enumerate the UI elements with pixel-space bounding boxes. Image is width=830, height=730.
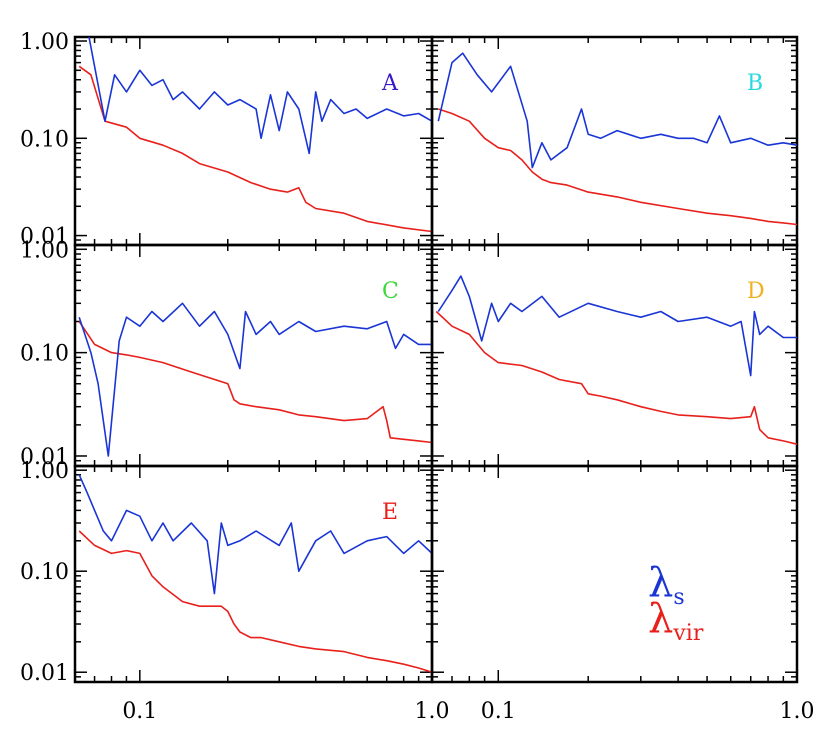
legend-lambda-vir-sub: vir bbox=[672, 621, 703, 646]
series-lambda-vir bbox=[438, 108, 797, 226]
x-tick-label: 0.1 bbox=[122, 699, 157, 724]
x-tick-label: 1.0 bbox=[415, 699, 450, 724]
y-tick-label: 0.01 bbox=[20, 661, 69, 686]
y-tick-label: 0.01 bbox=[20, 445, 69, 470]
y-tick-label: 1.00 bbox=[20, 238, 69, 263]
series-lambda-vir bbox=[78, 321, 432, 444]
panel-label-e: E bbox=[382, 500, 398, 525]
series-lambda-s bbox=[78, 302, 432, 457]
x-tick-label: 1.0 bbox=[780, 699, 815, 724]
series-lambda-s bbox=[78, 474, 432, 595]
panel-frame bbox=[430, 243, 799, 468]
series-lambda-s bbox=[88, 37, 432, 155]
panel-1: 0.01 0.10 1.00 A bbox=[20, 30, 434, 250]
series-lambda-vir bbox=[435, 310, 797, 445]
y-tick-label: 1.00 bbox=[20, 459, 69, 484]
legend-lambda-s-sub: s bbox=[673, 585, 684, 610]
series-lambda-vir bbox=[78, 530, 432, 673]
panel-6: 0.1 1.0 bbox=[430, 464, 815, 724]
y-tick-label: 1.00 bbox=[20, 30, 69, 55]
x-tick-label: 0.1 bbox=[481, 699, 516, 724]
series-lambda-s bbox=[437, 52, 797, 169]
panel-3: 0.01 0.10 1.00 C bbox=[20, 238, 434, 470]
panel-label-a: A bbox=[381, 71, 399, 96]
legend: λs λvir bbox=[648, 560, 704, 646]
series-lambda-s bbox=[437, 275, 797, 377]
panel-label-b: B bbox=[747, 71, 763, 96]
panel-frame bbox=[430, 464, 799, 684]
panels-layer: 0.010.101.00A B0.010.101.00C D0.010.101.00… bbox=[20, 30, 814, 724]
panel-label-c: C bbox=[382, 279, 399, 304]
panel-2: B bbox=[430, 35, 799, 247]
legend-lambda-vir: λvir bbox=[648, 596, 704, 646]
legend-lambda-s: λs bbox=[648, 560, 685, 610]
panel-label-d: D bbox=[747, 279, 765, 304]
y-tick-label: 0.10 bbox=[20, 342, 69, 367]
series-lambda-vir bbox=[78, 65, 432, 233]
panel-frame bbox=[73, 35, 434, 247]
y-tick-label: 0.10 bbox=[20, 560, 69, 585]
panel-5: 0.01 0.10 1.00 0.1 1.0 E bbox=[20, 459, 449, 724]
legend-lambda-vir-symbol: λ bbox=[648, 596, 673, 642]
legend-lambda-s-symbol: λ bbox=[648, 560, 673, 606]
y-tick-label: 0.01 bbox=[20, 225, 69, 250]
y-tick-label: 0.10 bbox=[20, 127, 69, 152]
panel-frame bbox=[73, 464, 434, 684]
panel-4: D bbox=[430, 243, 799, 468]
